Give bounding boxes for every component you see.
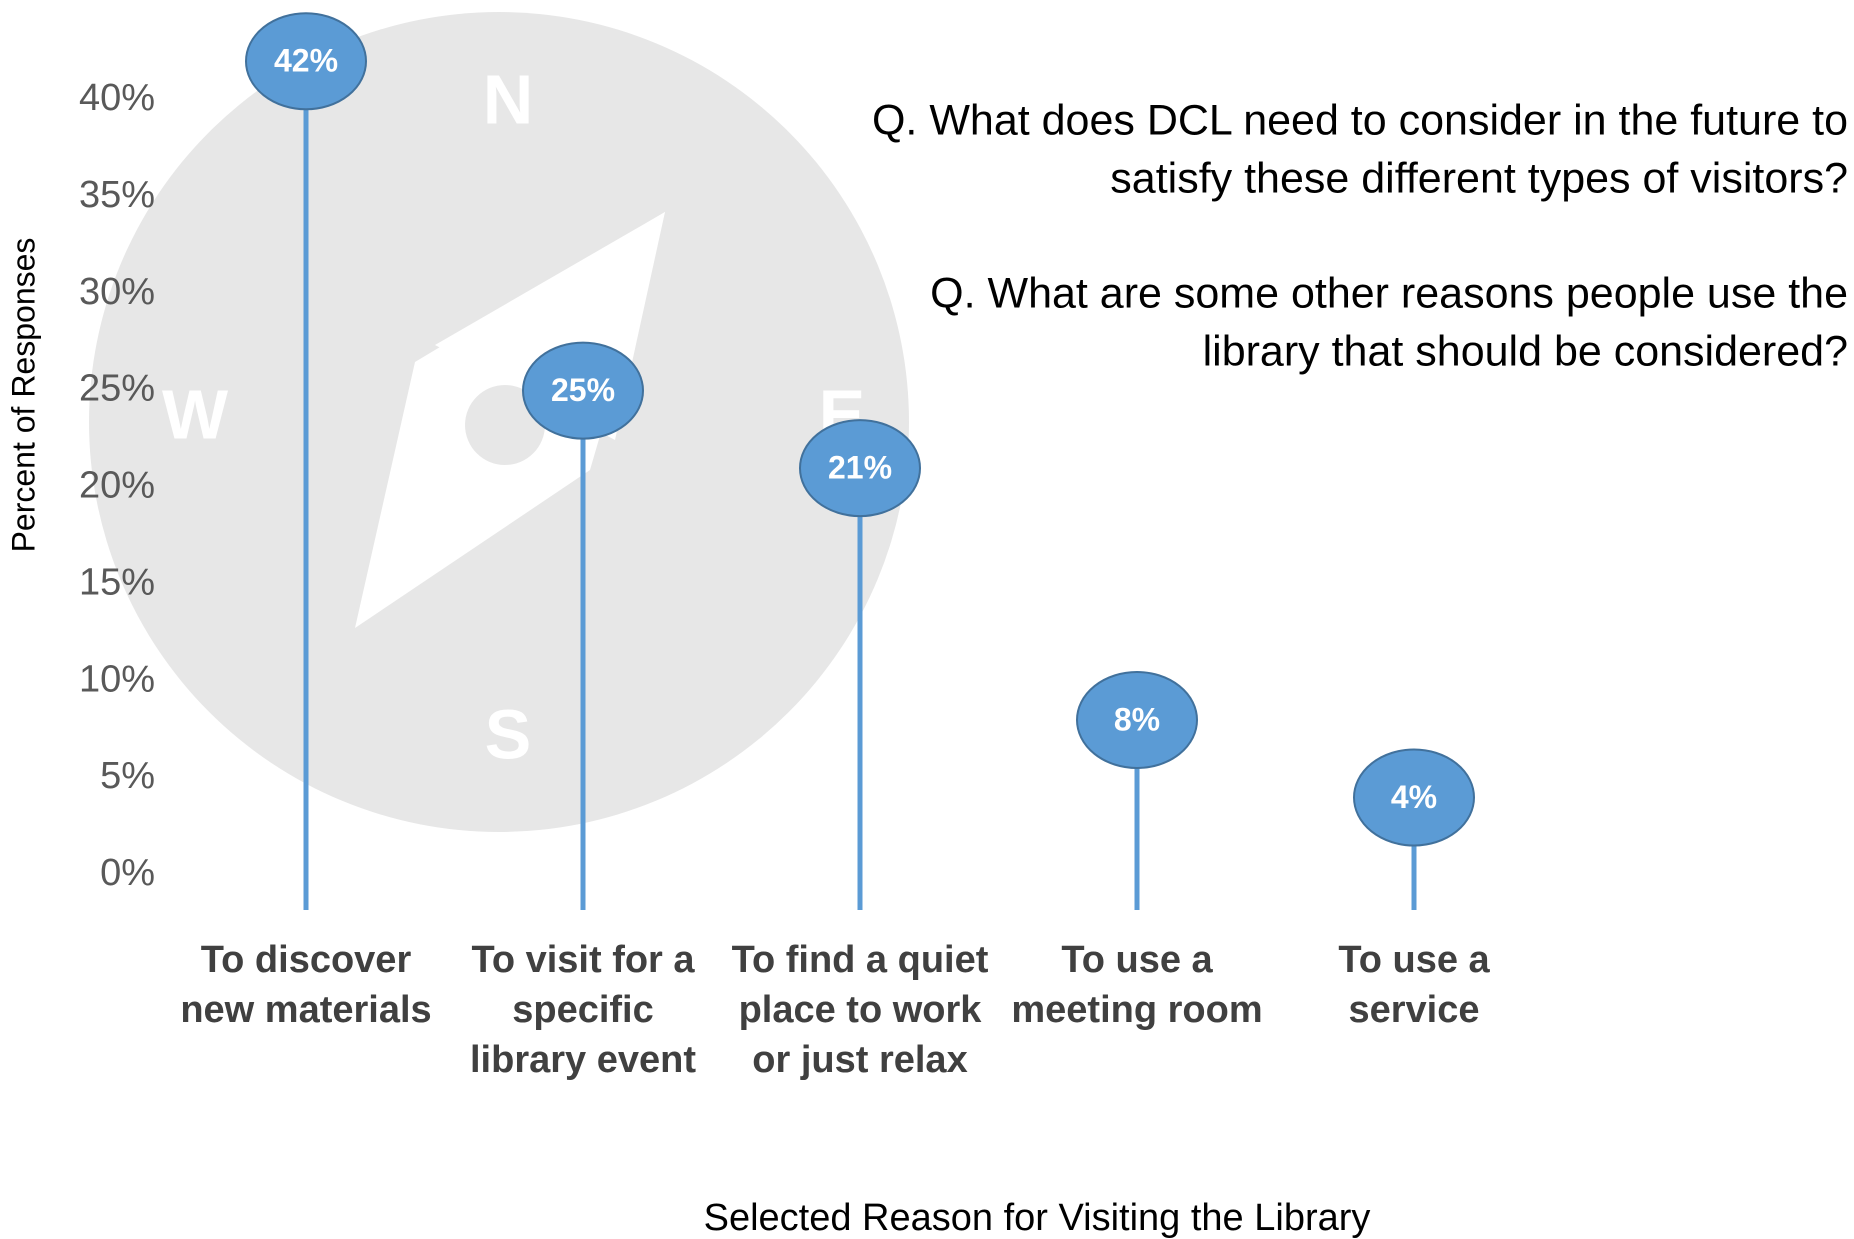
bubble [1353, 748, 1475, 847]
compass-letter: W [162, 375, 228, 453]
y-tick-label: 0% [100, 852, 155, 894]
y-tick-label: 40% [79, 77, 155, 119]
label-line: To visit for a [471, 939, 695, 981]
y-tick-label: 25% [79, 368, 155, 410]
y-tick-label: 35% [79, 174, 155, 216]
label-line: meeting room [1011, 989, 1262, 1031]
compass-watermark: N E S W [89, 12, 909, 832]
label-line: To use a [1338, 939, 1490, 981]
annotation: library that should be considered? [1203, 327, 1848, 375]
y-tick-label: 10% [79, 658, 155, 700]
y-tick-label: 15% [79, 561, 155, 603]
label-line: specific [512, 989, 654, 1031]
annotation: Q. What are some other reasons people us… [930, 269, 1848, 317]
label-line: new materials [180, 989, 431, 1031]
compass-letter: N [483, 60, 534, 138]
bubble [1076, 671, 1198, 769]
x-axis-title: Selected Reason for Visiting the Library [704, 1197, 1371, 1239]
value-label: 42% [274, 43, 338, 79]
bubble [245, 12, 367, 111]
value-label: 25% [551, 372, 615, 408]
label-line: place to work [739, 989, 983, 1031]
x-tick-label: To find a quiet place to work or just rela… [732, 939, 989, 1081]
annotation: Q. What does DCL need to consider in the… [872, 96, 1848, 144]
y-tick-label: 30% [79, 271, 155, 313]
x-tick-label: To use a meeting room [1011, 939, 1262, 1031]
value-label: 4% [1391, 779, 1437, 815]
y-tick-label: 20% [79, 465, 155, 507]
bubble [799, 419, 921, 518]
label-line: library event [470, 1039, 696, 1081]
value-label: 8% [1114, 701, 1160, 737]
x-tick-label: To use a service [1338, 939, 1490, 1031]
label-line: or just relax [752, 1039, 967, 1081]
y-axis-title: Percent of Responses [5, 238, 41, 553]
x-tick-label: To discover new materials [180, 939, 431, 1031]
y-tick-label: 5% [100, 755, 155, 797]
x-tick-label: To visit for a specific library event [470, 939, 696, 1081]
annotation: satisfy these different types of visitor… [1110, 154, 1848, 202]
label-line: To use a [1061, 939, 1213, 981]
value-label: 21% [828, 450, 892, 486]
compass-letter: S [485, 695, 532, 773]
label-line: service [1348, 989, 1479, 1031]
label-line: To find a quiet [732, 939, 989, 981]
bubble [522, 341, 644, 440]
label-line: To discover [201, 939, 412, 981]
